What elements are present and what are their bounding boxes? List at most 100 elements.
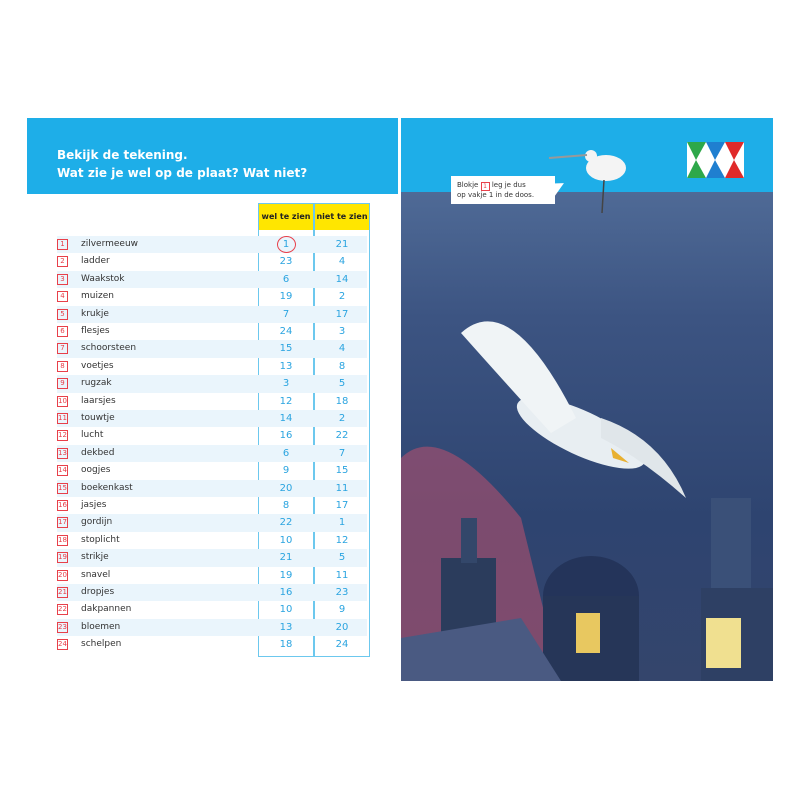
table-row: 19 strikje 21 5 (57, 549, 367, 567)
item-word: lucht (81, 430, 104, 441)
wel-number: 12 (279, 395, 293, 407)
wel-value: 16 (258, 427, 314, 444)
wel-number: 16 (279, 587, 293, 598)
wel-value: 18 (258, 636, 314, 653)
niet-value: 5 (338, 378, 346, 390)
niet-value: 17 (335, 500, 349, 511)
item-word: dakpannen (81, 604, 132, 615)
table-row: 1 zilvermeeuw 1 21 (57, 236, 367, 254)
item-word: bloemen (81, 621, 121, 632)
table-row: 6 flesjes 24 3 (57, 323, 367, 340)
wel-value: 10 (258, 601, 314, 618)
item-number-box: 12 (57, 430, 68, 442)
table-row: 2 ladder 23 4 (57, 253, 367, 270)
niet-value: 4 (338, 343, 346, 355)
niet-value: 22 (335, 430, 349, 442)
item-word: dekbed (81, 447, 115, 458)
item-word: jasjes (81, 500, 107, 510)
wel-value: 7 (258, 306, 314, 323)
table-row: 13 dekbed 6 7 (57, 444, 367, 463)
wel-value: 6 (258, 271, 314, 288)
bubble-number-box: 1 (480, 182, 490, 191)
table-row: 17 gordijn 22 1 (57, 514, 367, 532)
niet-value: 24 (335, 639, 349, 651)
bubble-text-pre: Blokje (457, 181, 479, 189)
wel-number: 19 (279, 569, 293, 581)
wel-number: 9 (282, 465, 290, 477)
item-word: ladder (81, 256, 110, 267)
niet-value: 1 (338, 517, 346, 529)
item-number-box: 5 (57, 308, 68, 320)
table-row: 14 oogjes 9 15 (57, 462, 367, 479)
item-number-box: 10 (57, 395, 68, 407)
wel-value: 6 (258, 445, 314, 462)
wel-number: 20 (279, 482, 293, 494)
instruction-line-2: Wat zie je wel op de plaat? Wat niet? (57, 166, 308, 180)
wel-number: 24 (279, 326, 293, 337)
wel-value: 3 (258, 375, 314, 392)
right-page-illustration: Blokje 1 leg je dus op vakje 1 in de doo… (401, 118, 773, 681)
niet-value: 15 (335, 465, 349, 477)
item-number-box: 4 (57, 291, 68, 303)
item-word: laarsjes (81, 395, 116, 406)
item-word: schoorsteen (81, 343, 137, 354)
wel-value: 14 (258, 410, 314, 427)
item-number-box: 16 (57, 500, 68, 511)
item-number-box: 22 (57, 604, 68, 616)
table-row: 24 schelpen 18 24 (57, 636, 367, 653)
niet-value: 9 (338, 604, 346, 616)
item-word: touwtje (81, 413, 115, 423)
item-number-box: 8 (57, 360, 68, 372)
niet-value: 2 (338, 413, 346, 424)
wel-number: 14 (279, 413, 293, 424)
table-row: 12 lucht 16 22 (57, 427, 367, 444)
table-row: 23 bloemen 13 20 (57, 618, 367, 637)
item-word: dropjes (81, 587, 115, 597)
item-word: strikje (81, 552, 109, 563)
item-number-box: 15 (57, 482, 68, 494)
instruction-line-1: Bekijk de tekening. (57, 148, 188, 162)
niet-value: 3 (338, 326, 346, 337)
wel-value: 8 (258, 497, 314, 514)
table-row: 20 snavel 19 11 (57, 567, 367, 584)
wel-number: 3 (282, 378, 290, 390)
item-word: gordijn (81, 517, 113, 528)
left-page: Bekijk de tekening. Wat zie je wel op de… (27, 118, 398, 681)
niet-value: 4 (338, 256, 346, 268)
item-word: voetjes (81, 360, 114, 371)
item-word: muizen (81, 291, 114, 302)
wel-value: 1 (258, 236, 314, 253)
item-number-box: 3 (57, 273, 68, 285)
item-number-box: 2 (57, 256, 68, 268)
item-number-box: 9 (57, 378, 68, 390)
item-word: schelpen (81, 639, 122, 650)
seagull-icon (461, 321, 686, 498)
item-word: snavel (81, 569, 111, 580)
wel-value: 23 (258, 253, 314, 270)
wel-value: 16 (258, 584, 314, 601)
wel-value: 19 (258, 288, 314, 305)
table-row: 21 dropjes 16 23 (57, 584, 367, 602)
wel-number: 10 (279, 534, 293, 546)
niet-value: 12 (335, 534, 349, 546)
wel-value: 10 (258, 532, 314, 549)
bubble-text-line2: op vakje 1 in de doos. (457, 191, 535, 199)
table-row: 11 touwtje 14 2 (57, 410, 367, 428)
wel-number: 21 (279, 552, 293, 564)
item-word: stoplicht (81, 534, 120, 545)
wel-value: 15 (258, 340, 314, 357)
wel-value: 20 (258, 480, 314, 497)
niet-value: 17 (335, 308, 349, 320)
table-row: 22 dakpannen 10 9 (57, 601, 367, 618)
item-number-box: 24 (57, 639, 68, 651)
item-number-box: 7 (57, 343, 68, 355)
wel-number: 18 (279, 639, 293, 651)
wel-number: 13 (279, 621, 293, 633)
wel-number: 15 (279, 343, 293, 355)
wel-number: 23 (279, 256, 293, 268)
illustration (401, 142, 773, 681)
table-row: 15 boekenkast 20 11 (57, 479, 367, 497)
item-number-box: 19 (57, 552, 68, 564)
table-row: 4 muizen 19 2 (57, 288, 367, 305)
table-row: 18 stoplicht 10 12 (57, 532, 367, 549)
